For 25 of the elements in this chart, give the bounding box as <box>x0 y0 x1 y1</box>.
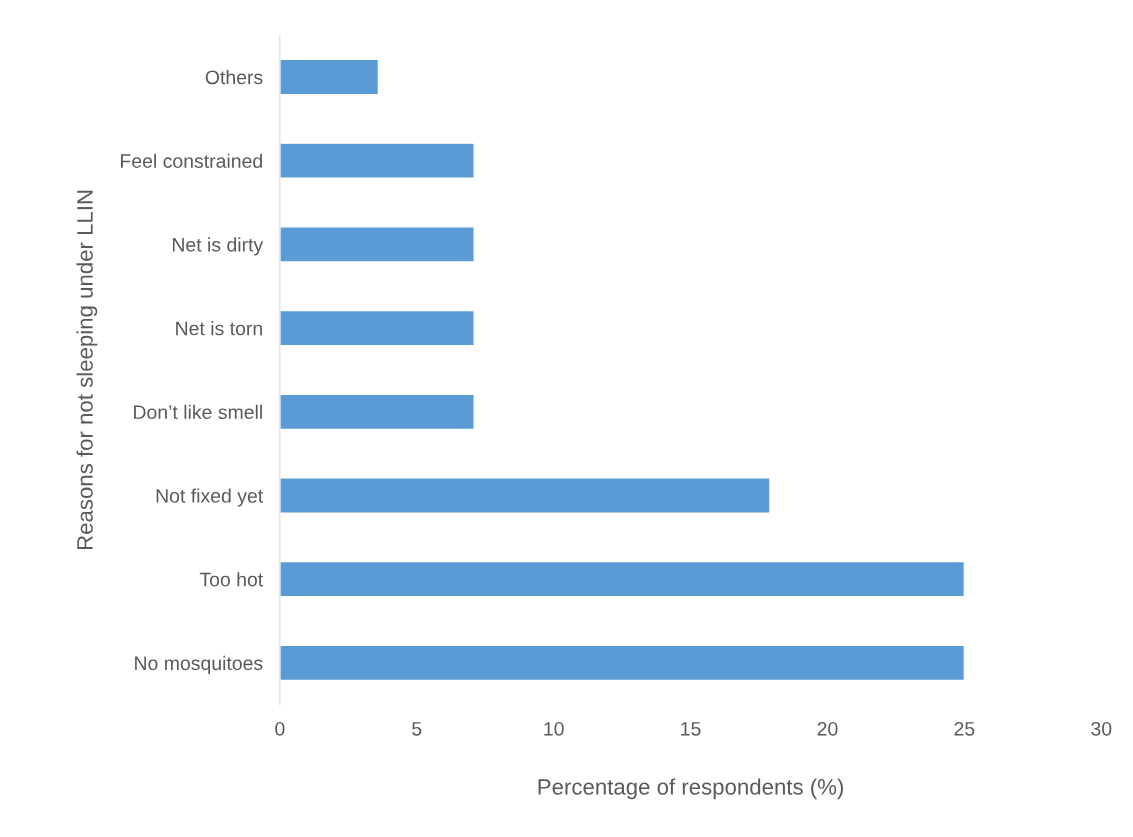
y-tick-label: Don’t like smell <box>134 404 262 420</box>
bar <box>279 309 475 347</box>
y-tick-label: No mosquitoes <box>135 655 263 674</box>
x-tick-label: 15 <box>681 722 701 736</box>
bar <box>279 226 475 263</box>
x-tick-label: 30 <box>1091 721 1112 736</box>
x-axis-title: Percentage of respondents (%) <box>538 778 843 800</box>
y-tick-label: Feel constrained <box>121 153 262 168</box>
y-tick-label: Not fixed yet <box>156 488 264 507</box>
x-tick-label: 0 <box>275 721 285 736</box>
x-tick-label: 20 <box>817 721 838 736</box>
bar <box>279 644 966 682</box>
bar <box>279 58 380 96</box>
bar <box>279 477 771 514</box>
x-tick-label: 10 <box>544 721 564 736</box>
y-tick-label: Others <box>205 69 263 85</box>
y-tick-label: Too hot <box>199 572 264 587</box>
bar <box>279 560 966 598</box>
x-tick-label: 25 <box>954 721 975 736</box>
bar <box>279 393 475 431</box>
x-tick-label: 5 <box>412 722 422 736</box>
y-tick-label: Net is torn <box>176 321 262 336</box>
bar <box>279 142 475 179</box>
y-tick-label: Net is dirty <box>172 237 264 256</box>
y-axis-title: Reasons for not sleeping under LLIN <box>76 190 98 550</box>
